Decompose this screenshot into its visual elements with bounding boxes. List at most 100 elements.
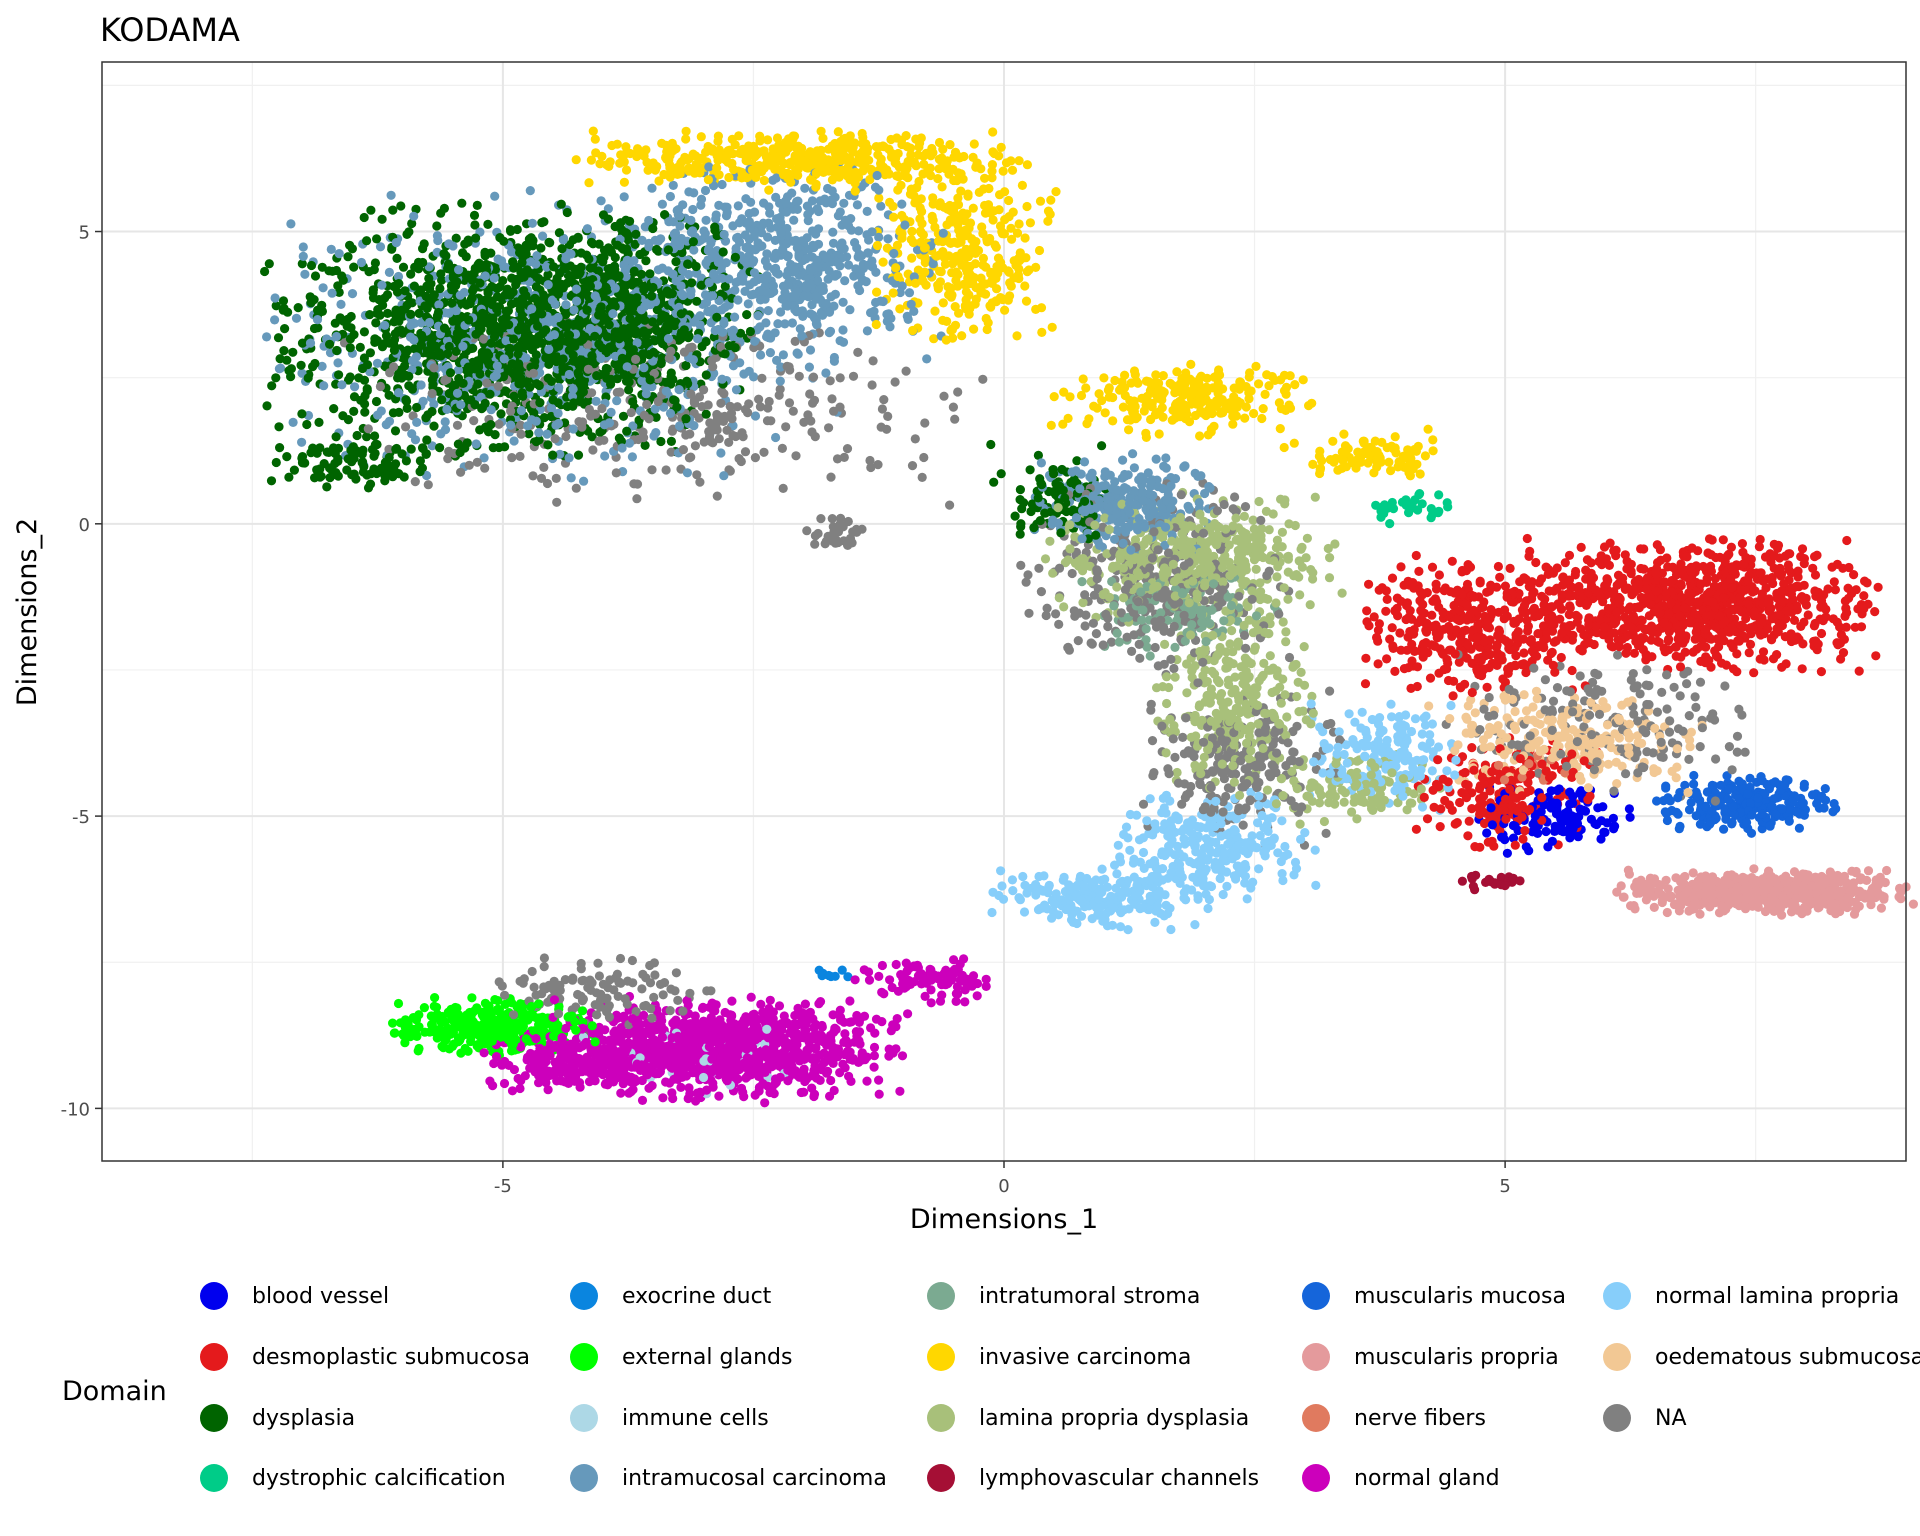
point-intramucosal-carcinoma (384, 267, 394, 277)
point-normal-lamina-propria (1100, 874, 1110, 884)
point-intratumoral-stroma (1170, 642, 1180, 653)
point-invasive-carcinoma (772, 133, 783, 143)
point-invasive-carcinoma (1058, 419, 1068, 429)
point-lamina-propria-dysplasia (1161, 748, 1171, 758)
point-na (555, 985, 565, 996)
point-intramucosal-carcinoma (862, 326, 873, 336)
point-lamina-propria-dysplasia (1294, 556, 1304, 566)
point-intramucosal-carcinoma (862, 206, 872, 216)
point-na (978, 374, 988, 384)
point-intramucosal-carcinoma (688, 204, 698, 215)
point-desmoplastic-submucosa (1873, 582, 1883, 592)
point-intramucosal-carcinoma (317, 361, 327, 371)
point-intramucosal-carcinoma (1120, 471, 1130, 481)
point-na (464, 460, 474, 470)
point-intramucosal-carcinoma (579, 476, 589, 486)
point-desmoplastic-submucosa (1687, 543, 1697, 553)
point-lamina-propria-dysplasia (1337, 588, 1347, 598)
point-desmoplastic-submucosa (1745, 639, 1756, 650)
point-na (706, 986, 716, 996)
point-intramucosal-carcinoma (682, 468, 693, 478)
point-desmoplastic-submucosa (1550, 667, 1560, 677)
point-lamina-propria-dysplasia (1302, 533, 1312, 543)
point-dysplasia (986, 439, 996, 450)
point-normal-lamina-propria (1218, 889, 1228, 900)
point-normal-lamina-propria (1296, 834, 1306, 845)
point-dysplasia (666, 436, 677, 446)
point-invasive-carcinoma (969, 324, 979, 334)
point-invasive-carcinoma (872, 287, 882, 297)
point-intramucosal-carcinoma (876, 201, 886, 211)
point-invasive-carcinoma (1076, 390, 1087, 401)
point-desmoplastic-submucosa (1842, 535, 1852, 546)
point-normal-gland (885, 975, 895, 985)
point-lamina-propria-dysplasia (1276, 698, 1286, 708)
point-invasive-carcinoma (1000, 187, 1010, 197)
point-na (1724, 742, 1734, 752)
point-na (802, 526, 812, 536)
point-desmoplastic-submucosa (1525, 785, 1535, 796)
point-invasive-carcinoma (1139, 406, 1149, 416)
point-na (1178, 732, 1188, 743)
point-invasive-carcinoma (1260, 389, 1270, 399)
point-normal-gland (862, 1076, 872, 1086)
point-na (527, 966, 537, 977)
point-muscularis-propria (1876, 903, 1886, 913)
point-invasive-carcinoma (1393, 462, 1403, 472)
point-normal-gland (746, 992, 756, 1002)
point-na (673, 995, 683, 1006)
point-dystrophic-calcification (1434, 490, 1444, 500)
point-na (1642, 665, 1652, 675)
point-na (1177, 799, 1187, 809)
point-normal-gland (774, 1001, 785, 1011)
point-external-glands (430, 993, 440, 1003)
point-exocrine-duct (843, 972, 853, 982)
point-blood-vessel (1502, 848, 1512, 858)
point-na (516, 429, 526, 439)
point-dysplasia (303, 373, 313, 383)
point-oedematous-submucosa (1510, 706, 1520, 717)
point-lamina-propria-dysplasia (1281, 627, 1291, 637)
point-normal-lamina-propria (1018, 871, 1028, 882)
point-invasive-carcinoma (654, 176, 664, 186)
point-oedematous-submucosa (1652, 766, 1662, 776)
point-desmoplastic-submucosa (1707, 535, 1717, 545)
point-na (781, 422, 791, 432)
point-dysplasia (415, 467, 425, 477)
point-lamina-propria-dysplasia (1296, 667, 1306, 678)
point-intramucosal-carcinoma (684, 187, 694, 197)
point-na (716, 398, 726, 408)
point-desmoplastic-submucosa (1463, 831, 1473, 841)
point-lamina-propria-dysplasia (1162, 698, 1172, 709)
point-dysplasia (349, 262, 359, 272)
point-normal-gland (543, 1085, 553, 1095)
point-na (1711, 754, 1721, 764)
point-na (1720, 681, 1730, 691)
point-oedematous-submucosa (1424, 701, 1434, 711)
point-normal-lamina-propria (1278, 875, 1288, 886)
point-dysplasia (989, 477, 999, 487)
point-na (690, 441, 701, 451)
point-invasive-carcinoma (1110, 375, 1120, 386)
point-dysplasia (742, 310, 752, 320)
point-lamina-propria-dysplasia (1045, 536, 1055, 546)
scatter-points (260, 126, 1918, 1108)
point-dysplasia (262, 401, 272, 411)
point-intramucosal-carcinoma (1151, 454, 1161, 464)
point-dysplasia (362, 432, 372, 442)
point-lamina-propria-dysplasia (1416, 784, 1426, 794)
point-dysplasia (278, 296, 289, 306)
point-lamina-propria-dysplasia (1282, 712, 1292, 722)
point-desmoplastic-submucosa (1493, 561, 1503, 572)
point-intramucosal-carcinoma (696, 194, 707, 204)
point-intramucosal-carcinoma (525, 186, 535, 196)
point-desmoplastic-submucosa (1411, 824, 1421, 834)
point-na (1633, 716, 1643, 726)
point-intramucosal-carcinoma (765, 348, 776, 358)
point-dysplasia (451, 233, 461, 243)
point-dysplasia (414, 308, 424, 318)
point-invasive-carcinoma (1251, 361, 1261, 371)
point-na (603, 983, 613, 993)
point-invasive-carcinoma (980, 173, 990, 183)
